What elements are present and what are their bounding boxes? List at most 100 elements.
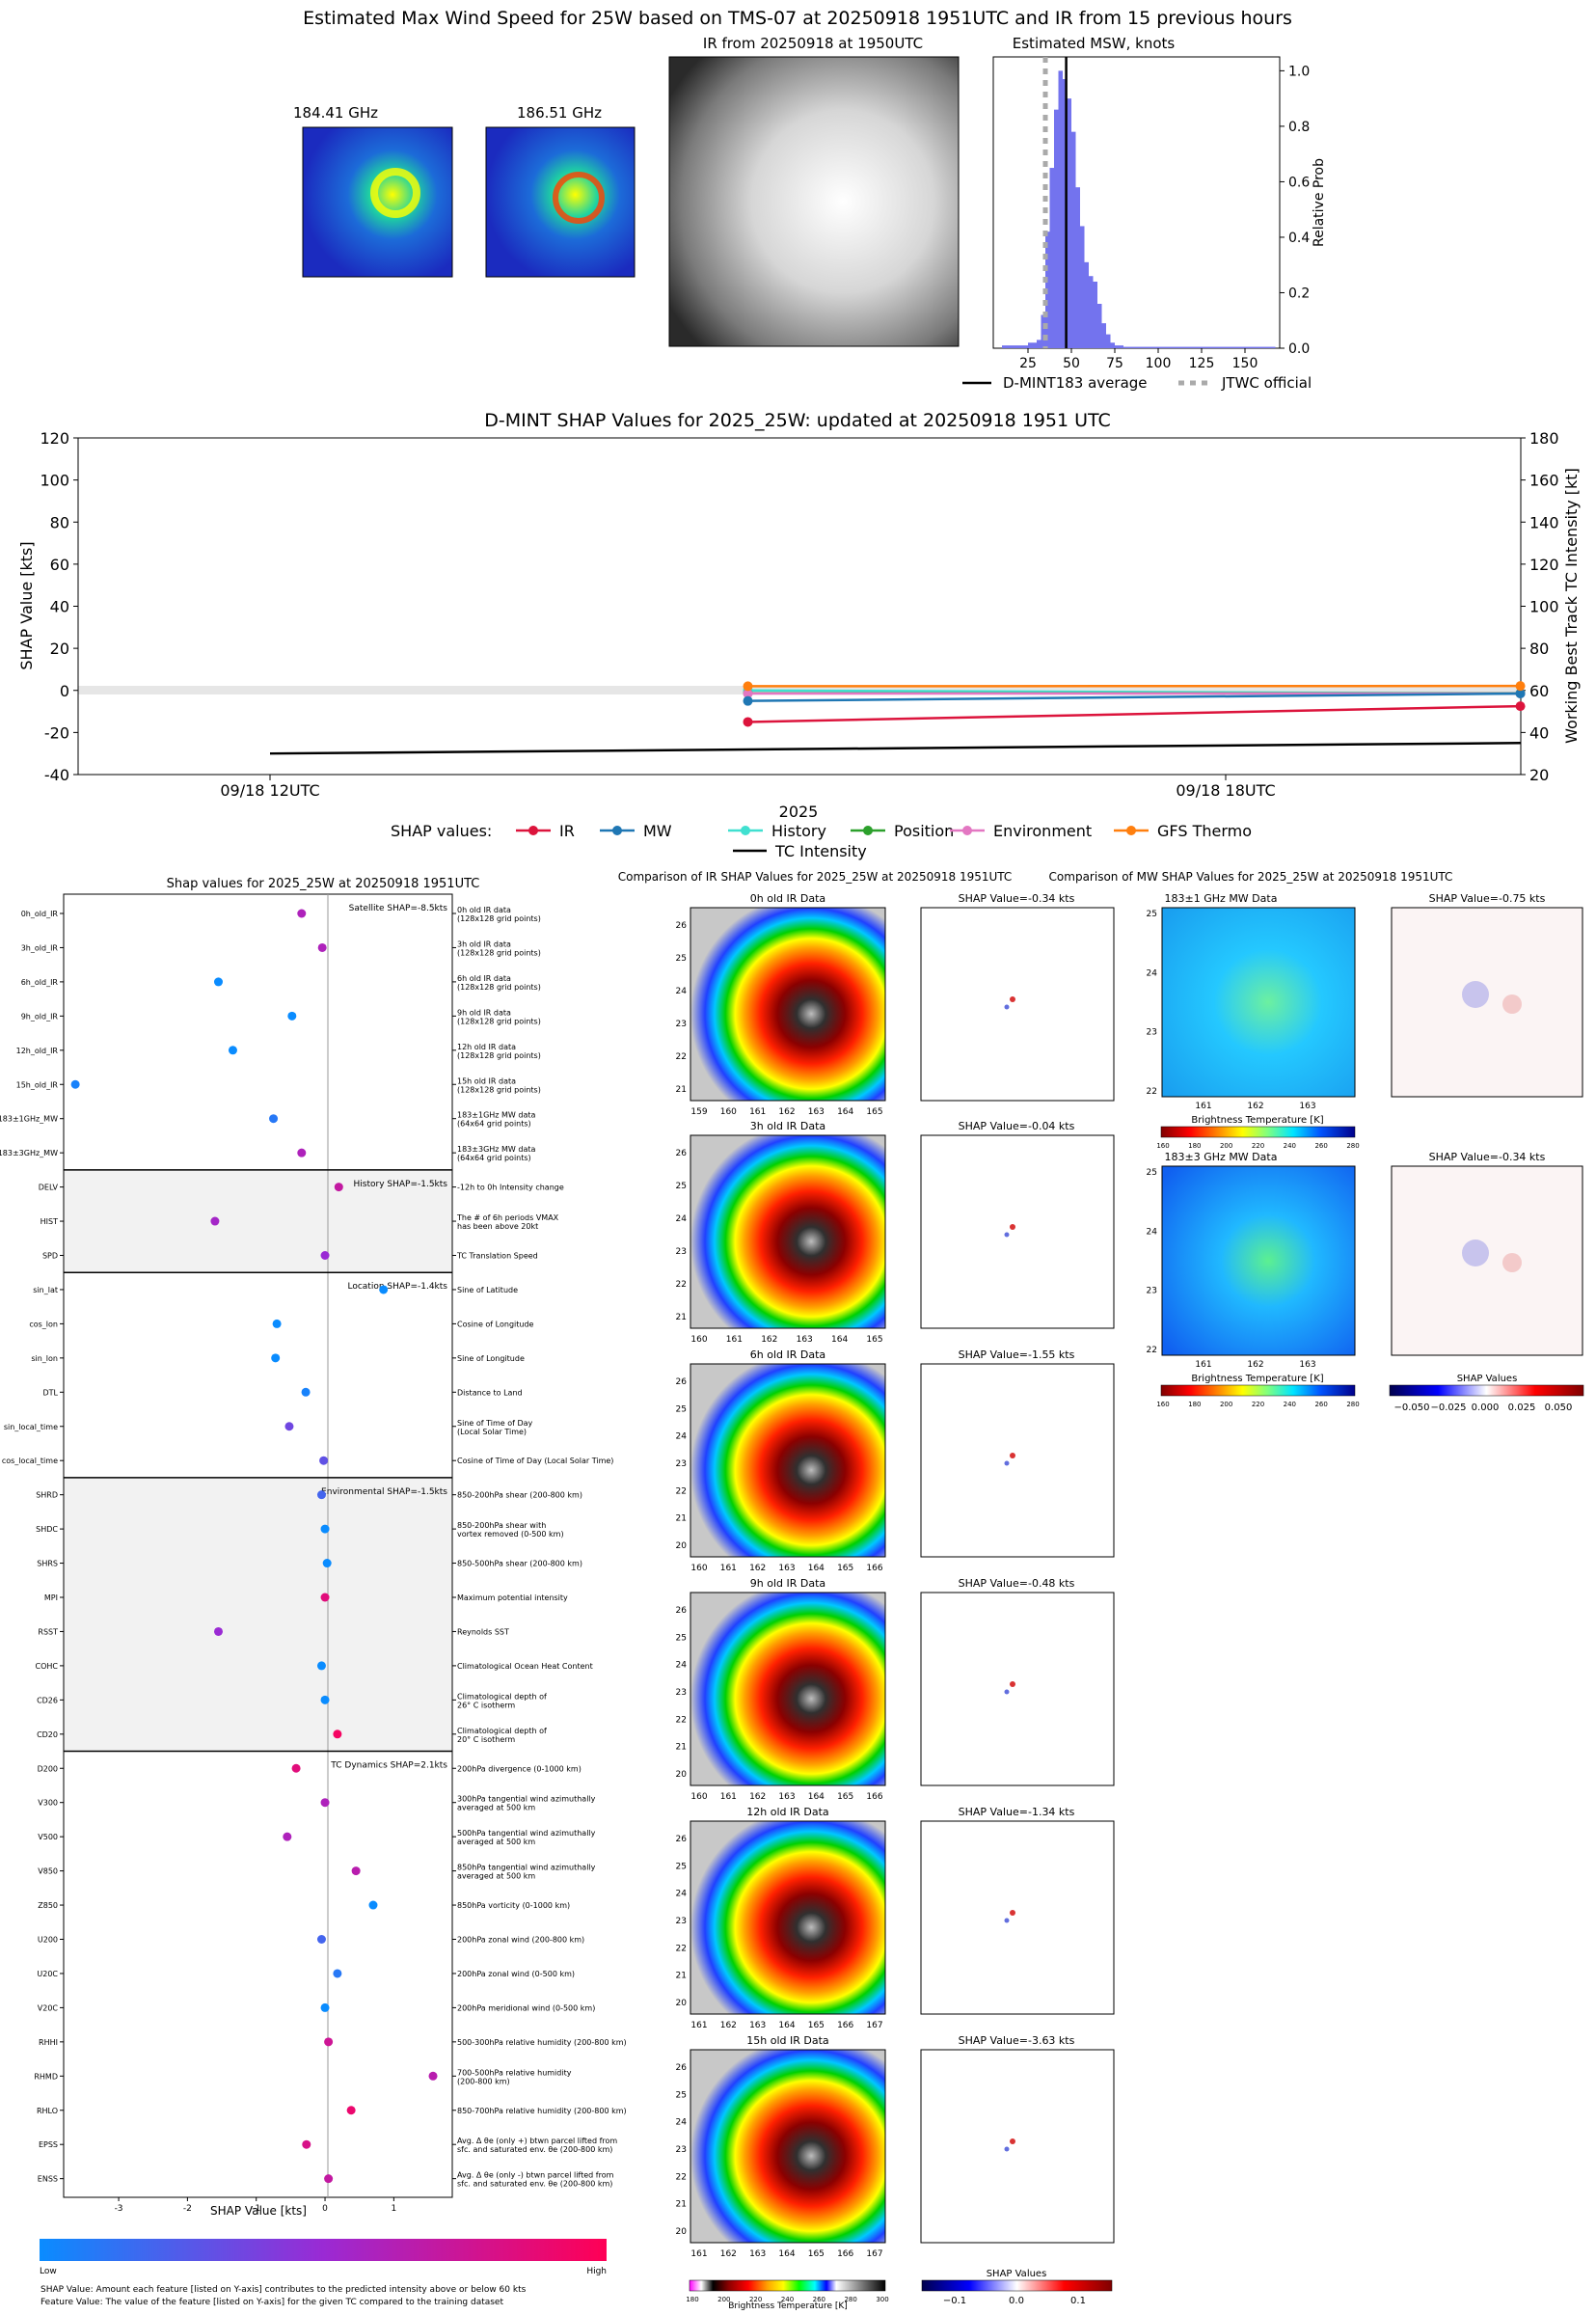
ir-xtick: 162 — [749, 1792, 766, 1802]
fs-feature-label: 0h_old_IR — [21, 910, 59, 918]
ts-ytick-left: 100 — [40, 472, 69, 490]
hist-title: Estimated MSW, knots — [1013, 35, 1176, 52]
hist-bar — [1050, 168, 1055, 348]
ts-legend-prefix: SHAP values: — [391, 822, 492, 840]
hist-bar — [1054, 110, 1059, 348]
ts-ytick-right: 160 — [1529, 472, 1559, 490]
hist-bar — [1236, 347, 1241, 348]
ts-xtick-1: 09/18 12UTC — [220, 781, 319, 800]
hist-bar — [1059, 70, 1064, 348]
hist-bar — [1241, 347, 1246, 348]
fs-feature-label: U20C — [37, 1970, 58, 1978]
fs-feature-description: 183±3GHz MW data(64x64 grid points) — [457, 1145, 535, 1162]
ts-ytick-right: 40 — [1529, 723, 1549, 742]
ir-xtick: 165 — [837, 1792, 853, 1802]
fs-point — [292, 1764, 301, 1773]
ir-row-title: 12h old IR Data — [746, 1806, 828, 1818]
ir-xtick: 160 — [690, 1564, 707, 1573]
ts-ytick-right: 80 — [1529, 640, 1549, 658]
ir-ytick: 21 — [676, 1313, 687, 1322]
fs-feature-label: 6h_old_IR — [21, 978, 59, 987]
mw-cbar-tick: 220 — [1252, 1401, 1264, 1408]
ir-xtick: 161 — [690, 2021, 707, 2030]
fs-feature-label: RHLO — [37, 2107, 58, 2115]
fs-feature-label: D200 — [38, 1764, 58, 1773]
ir-ytick: 25 — [676, 2090, 687, 2100]
ir-xtick: 165 — [808, 2021, 825, 2030]
hist-bar — [1120, 345, 1124, 348]
hist-bar — [1132, 347, 1137, 348]
fs-point — [352, 1866, 361, 1875]
ir-xtick: 161 — [720, 1792, 737, 1802]
fs-point — [347, 2106, 356, 2114]
ir-ytick: 26 — [676, 921, 688, 931]
fs-feature-label: SPD — [42, 1252, 58, 1261]
ts-legend-marker — [741, 826, 750, 835]
ts-series-tc-intensity — [270, 743, 1521, 753]
hist-bar — [1189, 347, 1194, 348]
ir-ytick: 24 — [676, 1432, 688, 1442]
legend-avg-label: D-MINT183 average — [1003, 374, 1148, 392]
ts-legend-marker — [528, 826, 538, 835]
fs-feature-description: 850-200hPa shear (200-800 km) — [457, 1491, 582, 1500]
fs-point — [321, 1696, 330, 1704]
mw-shap-tick: 0.025 — [1508, 1403, 1536, 1413]
fs-feature-description: 9h old IR data(128x128 grid points) — [457, 1008, 541, 1025]
ir-xtick: 163 — [778, 1564, 795, 1573]
ts-legend-label: MW — [643, 822, 672, 840]
fs-title: Shap values for 2025_25W at 20250918 195… — [167, 877, 480, 891]
ir-colorbar — [690, 2280, 885, 2291]
fs-feature-label: HIST — [41, 1217, 58, 1226]
hist-bar — [1193, 347, 1198, 348]
hist-bar — [1024, 345, 1029, 348]
hist-ytick: 0.2 — [1288, 286, 1310, 301]
fs-xtick: 1 — [392, 2204, 397, 2214]
fs-feature-description: 700-500hPa relative humidity(200-800 km) — [457, 2068, 572, 2085]
ir-ytick: 23 — [676, 2145, 687, 2155]
ir-shap-tick: 0.0 — [1009, 2296, 1024, 2306]
fs-feature-description: Avg. Δ θe (only +) btwn parcel lifted fr… — [457, 2137, 617, 2154]
ts-point — [1516, 701, 1526, 711]
fs-feature-label: cos_local_time — [2, 1457, 58, 1465]
ir-row-title: 9h old IR Data — [750, 1577, 825, 1590]
fs-feature-label: V20C — [38, 2003, 59, 2012]
hist-bar — [1184, 347, 1189, 348]
ir-shap-title: SHAP Value=-0.34 kts — [959, 892, 1075, 905]
ts-legend-marker — [612, 826, 622, 835]
fs-feature-description: 850hPa vorticity (0-1000 km) — [457, 1901, 570, 1910]
hist-bar — [1068, 98, 1072, 348]
ir-xtick: 163 — [749, 2249, 766, 2259]
ir-panel-title: Comparison of IR SHAP Values for 2025_25… — [618, 870, 1013, 884]
hist-bar — [1228, 347, 1232, 348]
hist-bar — [1146, 347, 1150, 348]
ir-ytick: 26 — [676, 2063, 688, 2073]
fs-feature-description: 200hPa zonal wind (0-500 km) — [457, 1970, 575, 1978]
fs-feature-label: V850 — [38, 1867, 58, 1876]
shap-timeseries: D-MINT SHAP Values for 2025_25W: updated… — [17, 410, 1581, 860]
fs-feature-label: 3h_old_IR — [21, 943, 59, 952]
hist-bar — [1076, 187, 1081, 348]
fs-point — [333, 1969, 341, 1977]
fs-feature-label: sin_local_time — [4, 1423, 58, 1431]
mw-ytick: 25 — [1147, 1168, 1157, 1178]
ir-xtick: 162 — [749, 1564, 766, 1573]
ir-ytick: 24 — [676, 2118, 688, 2128]
mw-cbar-tick: 260 — [1314, 1401, 1327, 1408]
hist-bar — [1123, 347, 1128, 348]
ts-legend-marker — [1126, 826, 1136, 835]
ir-shap-title: SHAP Value=-1.34 kts — [959, 1806, 1075, 1818]
ir-xtick: 164 — [808, 1792, 825, 1802]
ts-xtick-2: 09/18 18UTC — [1176, 781, 1275, 800]
hist-bar — [1206, 347, 1211, 348]
mw-ytick: 22 — [1147, 1087, 1157, 1097]
hist-xtick: 75 — [1106, 356, 1123, 371]
hist-bar — [1085, 262, 1090, 348]
fs-point — [317, 1490, 326, 1499]
ir-shap-map — [921, 1593, 1114, 1785]
ir-ytick: 20 — [676, 1770, 688, 1780]
fs-feature-label: 183±1GHz_MW — [0, 1115, 58, 1124]
ts-ytick-left: 0 — [60, 682, 69, 700]
ts-ytick-left: 20 — [50, 640, 69, 658]
ir-ytick: 26 — [676, 1606, 688, 1616]
hist-bar — [1163, 347, 1168, 348]
